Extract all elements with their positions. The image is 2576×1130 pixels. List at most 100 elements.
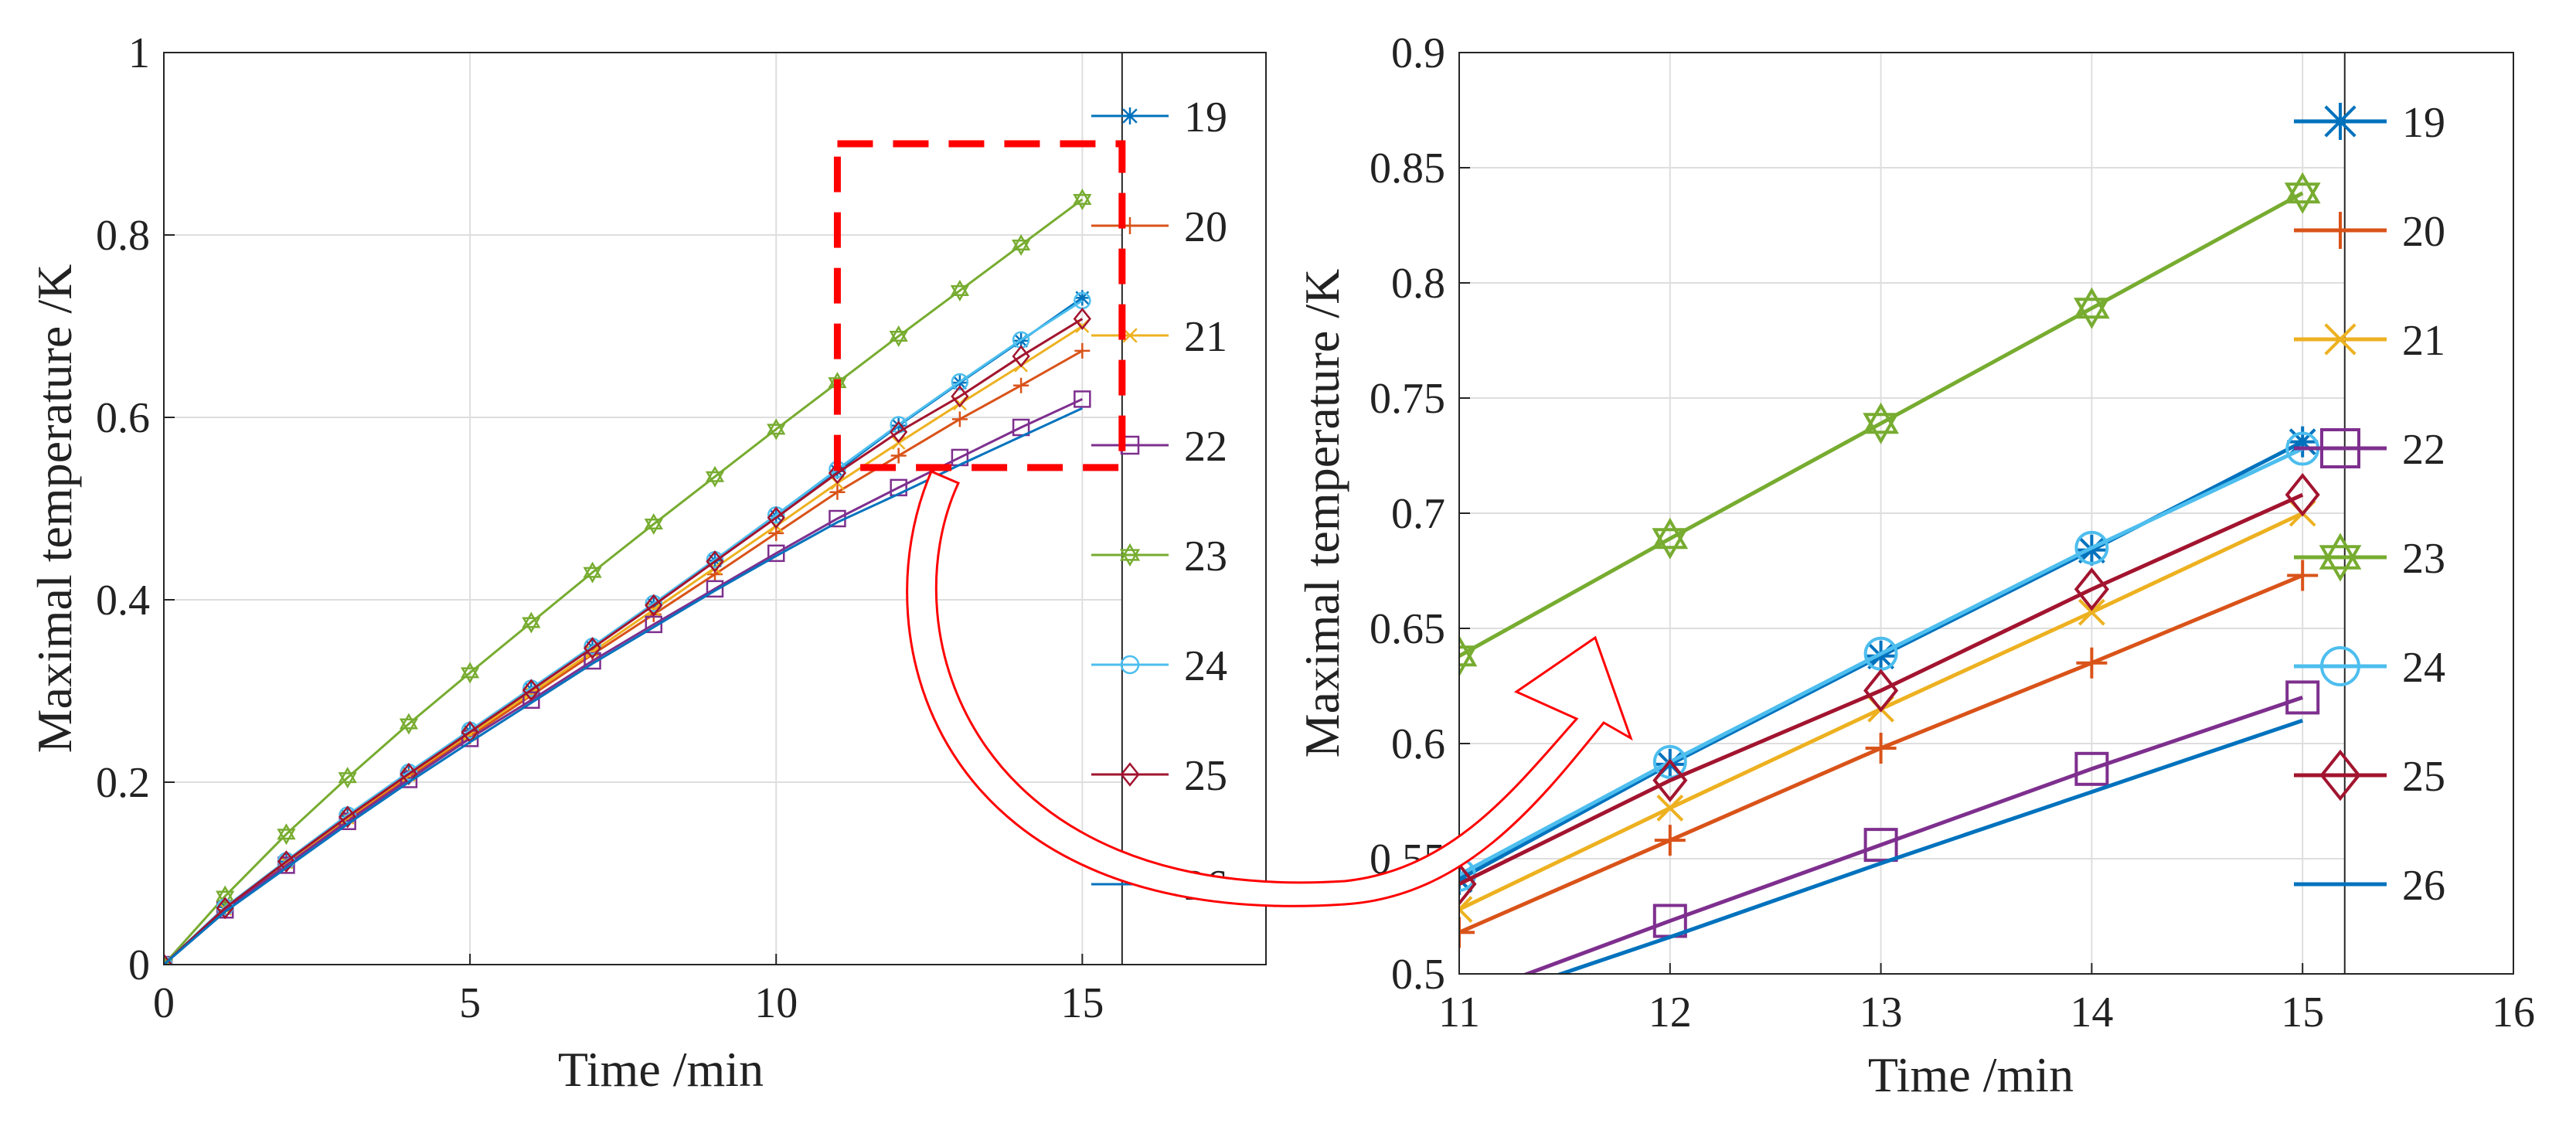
legend-label: 24 xyxy=(2402,644,2445,692)
right-x-axis-label: Time /min xyxy=(1868,1047,2074,1102)
y-tick-label: 0.65 xyxy=(1370,605,1445,653)
data-point xyxy=(583,561,602,584)
data-point xyxy=(1865,732,1897,764)
legend-item-23: 23 xyxy=(1091,533,1227,580)
data-point xyxy=(705,465,725,488)
legend-label: 21 xyxy=(2402,317,2445,365)
legend-label: 23 xyxy=(1184,533,1227,580)
legend-item-22: 22 xyxy=(2294,426,2445,474)
data-point xyxy=(522,611,541,634)
left-tick-labels: 0 5 10 15 0 0.2 0.4 0.6 0.8 1 xyxy=(96,29,1104,1027)
data-point xyxy=(277,850,296,873)
y-tick-label: 0.2 xyxy=(96,759,150,807)
data-point xyxy=(767,544,785,563)
data-point xyxy=(1074,342,1091,359)
series-25 xyxy=(1459,472,2320,906)
data-point xyxy=(890,420,908,444)
legend-label: 22 xyxy=(2402,426,2445,474)
x-tick-label: 12 xyxy=(1649,989,1692,1036)
data-point xyxy=(1459,896,1473,923)
data-point xyxy=(522,691,540,710)
data-point xyxy=(216,897,234,920)
data-point xyxy=(950,279,970,301)
data-point xyxy=(951,385,969,408)
data-point xyxy=(1074,290,1091,306)
data-point xyxy=(1654,748,1686,780)
data-point xyxy=(399,713,419,735)
legend-label: 21 xyxy=(1184,313,1227,361)
y-tick-label: 0.5 xyxy=(1391,951,1445,999)
data-point xyxy=(2074,287,2110,329)
x-tick-label: 5 xyxy=(459,979,481,1027)
x-tick-label: 15 xyxy=(1060,979,1104,1027)
data-point xyxy=(522,679,540,702)
x-tick-label: 0 xyxy=(153,979,175,1027)
y-tick-label: 0.8 xyxy=(96,212,150,260)
legend-item-20: 20 xyxy=(2294,208,2445,256)
x-tick-label: 10 xyxy=(754,979,798,1027)
data-point xyxy=(1656,795,1684,822)
data-point xyxy=(645,615,663,634)
data-point xyxy=(216,885,235,907)
series-26 xyxy=(1555,718,2304,974)
data-point xyxy=(1011,233,1031,256)
data-point xyxy=(1865,640,1897,672)
legend-item-25: 25 xyxy=(2294,749,2445,802)
legend-label: 25 xyxy=(1184,752,1227,800)
legend-item-23: 23 xyxy=(2294,533,2445,583)
legend-item-25: 25 xyxy=(1091,752,1227,800)
data-point xyxy=(1073,308,1091,331)
data-point xyxy=(828,461,847,485)
data-point xyxy=(2287,426,2319,458)
legend-item-19: 19 xyxy=(1091,94,1227,141)
right-series-lines xyxy=(1459,172,2321,974)
data-point xyxy=(1073,188,1092,210)
x-tick-label: 14 xyxy=(2070,989,2113,1036)
data-point xyxy=(2285,472,2320,517)
series-line-26 xyxy=(1555,718,2304,974)
data-point xyxy=(2074,751,2109,786)
data-point xyxy=(829,463,846,479)
legend-label: 19 xyxy=(1184,94,1227,141)
data-point xyxy=(2287,560,2319,591)
data-point xyxy=(1652,744,1687,779)
data-point xyxy=(1074,390,1091,408)
data-point xyxy=(767,506,785,529)
data-point xyxy=(1012,418,1030,437)
x-tick-label: 15 xyxy=(2281,989,2324,1036)
legend-item-21: 21 xyxy=(1091,313,1227,361)
legend-label: 20 xyxy=(1184,203,1227,251)
right-y-axis-label: Maximal temperature /K xyxy=(1295,269,1349,758)
series-25 xyxy=(164,308,1091,965)
data-point xyxy=(1863,402,1899,444)
left-axes-frame xyxy=(163,52,1267,965)
data-point xyxy=(400,762,418,785)
data-point xyxy=(2076,647,2108,679)
legend-item-24: 24 xyxy=(1091,642,1227,690)
legend-label: 20 xyxy=(2402,208,2445,256)
data-point xyxy=(890,478,907,497)
data-point xyxy=(1459,917,1475,948)
x-tick-label: 11 xyxy=(1438,989,1480,1036)
series-20 xyxy=(1459,560,2319,948)
legend-item-24: 24 xyxy=(2294,644,2445,692)
series-line-25 xyxy=(164,318,1084,965)
data-point xyxy=(1459,862,1477,906)
legend-item-19: 19 xyxy=(2294,99,2445,147)
legend-label: 22 xyxy=(1184,423,1227,471)
left-x-axis-label: Time /min xyxy=(558,1042,764,1097)
right-chart-panel: 11 12 13 14 15 160.50.550.60.650.70.750.80.85… xyxy=(1295,29,2535,1102)
data-point xyxy=(2077,598,2105,626)
y-tick-label: 0.8 xyxy=(1391,260,1445,308)
data-point xyxy=(583,637,602,660)
series-22 xyxy=(1522,680,2320,974)
data-point xyxy=(706,550,724,573)
zoom-arrow xyxy=(906,470,1633,907)
data-point xyxy=(585,645,600,659)
data-point xyxy=(951,411,968,427)
legend-item-26: 26 xyxy=(2294,862,2445,910)
series-line-24 xyxy=(1459,447,2304,877)
left-series-lines xyxy=(164,188,1092,965)
